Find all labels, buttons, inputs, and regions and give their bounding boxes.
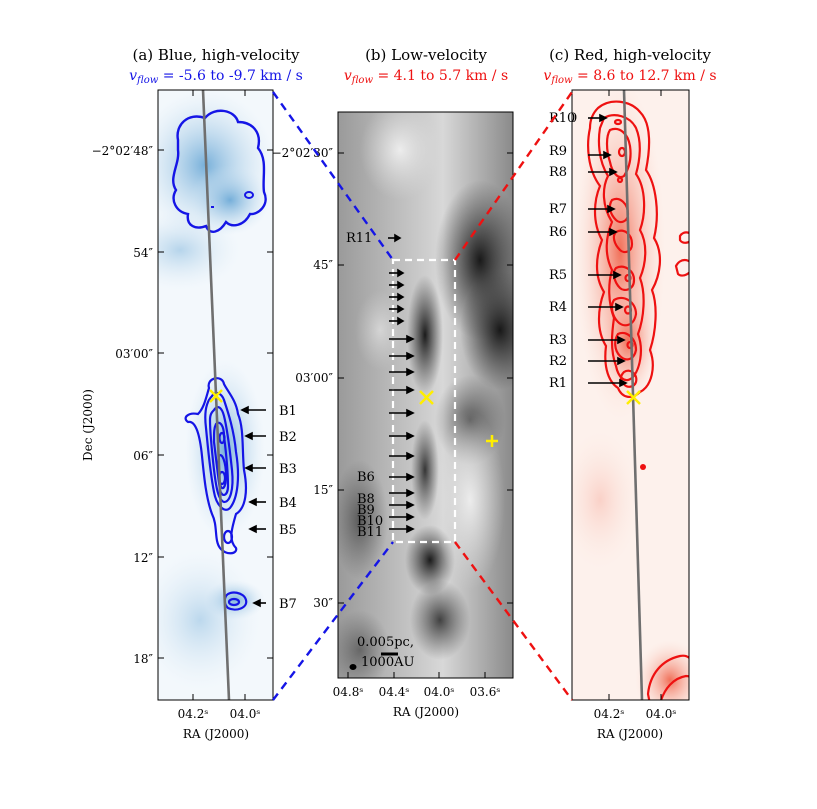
dec-tick-a-0: −2°02′48″ (92, 144, 154, 158)
panel-a-title-group: (a) Blue, high-velocity vflow = -5.6 to … (129, 46, 303, 86)
dec-tick-b-3: 15″ (313, 483, 333, 497)
panel-c: R10 R9 R8 R7 R6 R5 R4 R3 R2 R1 R10 R9 R8… (546, 89, 690, 741)
label-b4: B4 (279, 496, 297, 511)
panel-c-velocity: vflow = 8.6 to 12.7 km / s (543, 68, 716, 86)
panel-a-frame (157, 89, 274, 701)
panel-a: −2°02′48″ 54″ 03′00″ 06″ 12″ 18″ 04.2ˢ 0… (81, 89, 297, 741)
ra-tick-b-0: 04.8ˢ (333, 685, 364, 699)
label-r7-outer: R7 (549, 202, 567, 217)
panel-b-plus-marker (486, 435, 498, 447)
panel-c-title-group: (c) Red, high-velocity vflow = 8.6 to 12… (543, 46, 716, 86)
ra-tick-c-1: 04.0ˢ (646, 707, 677, 721)
blue-connector-top (272, 91, 394, 261)
panel-b-title-group: (b) Low-velocity vflow = 4.1 to 5.7 km /… (344, 46, 508, 86)
label-b3: B3 (279, 462, 297, 477)
dec-tick-b-2: 03′00″ (295, 371, 333, 385)
panel-c-red-dot (640, 464, 646, 470)
label-r8-outer: R8 (549, 165, 567, 180)
scalebar-line2: 1000AU (361, 655, 414, 670)
label-b8: B8 (357, 492, 375, 507)
panel-b-xlabel: RA (J2000) (393, 705, 459, 719)
panel-a-source-marker (209, 389, 223, 403)
label-r10-outer: R10 (549, 111, 575, 126)
ra-tick-b-1: 04.4ˢ (379, 685, 410, 699)
label-r4-outer: R4 (549, 300, 567, 315)
label-b6: B6 (357, 470, 375, 485)
dec-tick-a-1: 54″ (133, 246, 153, 260)
label-b7: B7 (279, 597, 297, 612)
dec-tick-a-4: 12″ (133, 551, 153, 565)
panel-a-velocity: vflow = -5.6 to -9.7 km / s (129, 68, 303, 86)
blue-connector-bottom (272, 541, 394, 701)
ra-tick-b-3: 03.6ˢ (470, 685, 501, 699)
panel-c-axis-line (622, 90, 644, 700)
panel-c-xlabel: RA (J2000) (597, 727, 663, 741)
label-b11: B11 (357, 525, 383, 540)
label-r3-outer: R3 (549, 333, 567, 348)
panel-a-title: (a) Blue, high-velocity (133, 46, 301, 64)
zoom-connectors (272, 91, 573, 701)
ra-tick-a-1: 04.0ˢ (230, 707, 261, 721)
panel-c-source-marker (626, 390, 641, 405)
panel-b: R11 B6 B8 B9 B10 B11 0.005pc, 1000AU −2°… (272, 111, 514, 719)
label-b2: B2 (279, 430, 297, 445)
dec-tick-b-0: −2°02′30″ (272, 146, 334, 160)
label-b9: B9 (357, 503, 375, 518)
dec-tick-a-3: 06″ (133, 449, 153, 463)
label-r9-outer: R9 (549, 144, 567, 159)
zoom-box (391, 258, 457, 544)
ra-tick-a-0: 04.2ˢ (178, 707, 209, 721)
label-r1-outer: R1 (549, 376, 567, 391)
ra-tick-c-0: 04.2ˢ (594, 707, 625, 721)
dec-tick-b-1: 45″ (313, 258, 333, 272)
ra-tick-b-2: 04.0ˢ (424, 685, 455, 699)
panel-a-xlabel: RA (J2000) (183, 727, 249, 741)
dec-tick-b-4: 30″ (313, 596, 333, 610)
label-b10: B10 (357, 514, 383, 529)
panel-b-frame (337, 111, 514, 679)
label-r11: R11 (346, 231, 372, 246)
label-b5: B5 (279, 523, 297, 538)
panel-b-title: (b) Low-velocity (365, 46, 487, 64)
label-r10: R10 (551, 111, 577, 126)
panel-c-frame (571, 89, 690, 701)
label-r2-outer: R2 (549, 354, 567, 369)
panel-b-source-marker (419, 390, 434, 405)
panel-b-velocity: vflow = 4.1 to 5.7 km / s (344, 68, 508, 86)
beam-ellipse (349, 664, 357, 670)
label-r6-outer: R6 (549, 225, 567, 240)
label-b1: B1 (279, 404, 297, 419)
red-connector-bottom (454, 541, 573, 701)
scalebar-line1: 0.005pc, (357, 635, 414, 650)
label-r5-outer: R5 (549, 268, 567, 283)
red-connector-top (454, 91, 573, 261)
panel-c-title: (c) Red, high-velocity (549, 46, 711, 64)
dec-tick-a-2: 03′00″ (115, 347, 153, 361)
dec-tick-a-5: 18″ (133, 652, 153, 666)
ylabel: Dec (J2000) (81, 389, 95, 461)
